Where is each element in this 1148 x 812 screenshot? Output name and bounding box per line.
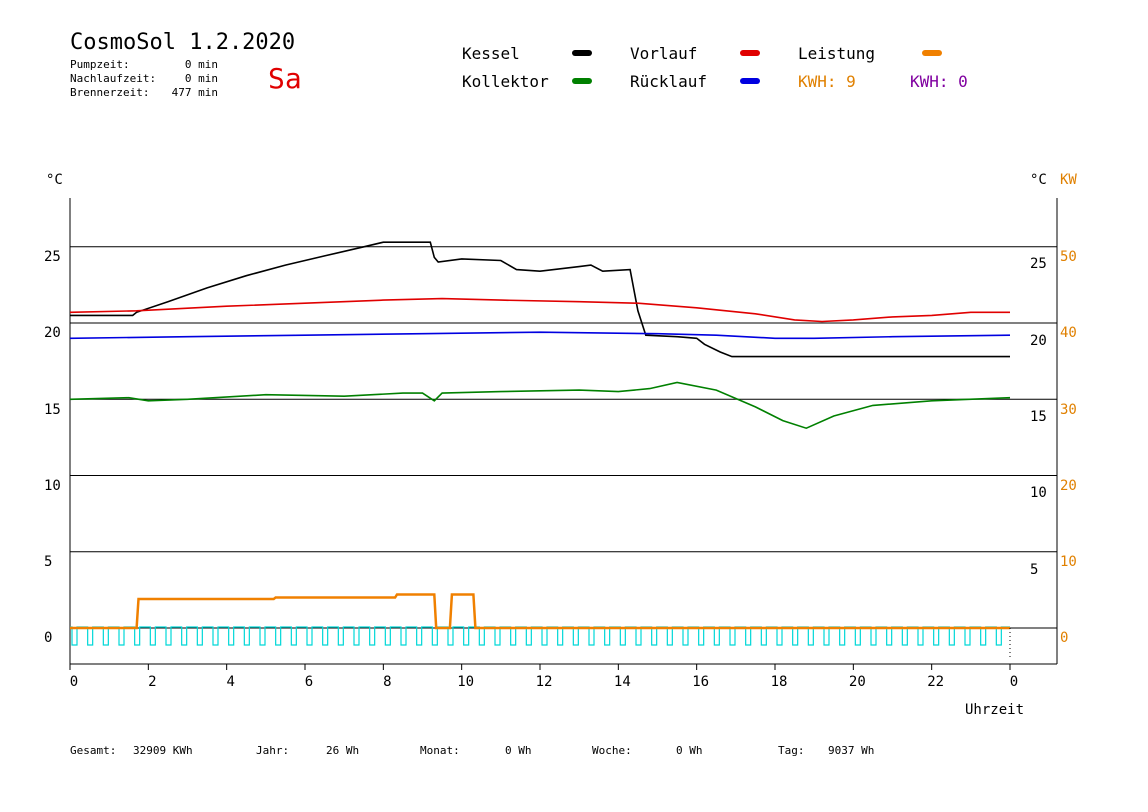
x-tick-label-1: 2 — [148, 674, 156, 690]
x-tick-label-2: 4 — [226, 674, 234, 690]
y-tick-right-kw-20: 20 — [1060, 478, 1077, 494]
legend-vorlauf: Vorlauf — [630, 44, 698, 63]
series-line-kessel — [70, 241, 1010, 358]
legend-ruecklauf: Rücklauf — [630, 72, 708, 91]
y-tick-right-temp-5: 5 — [1030, 562, 1038, 578]
x-tick-label-3: 6 — [305, 674, 313, 690]
legend-ruecklauf-swatch — [740, 78, 760, 84]
footer-jahr-label: Jahr: — [256, 744, 290, 757]
footer-woche-label: Woche: — [592, 744, 632, 757]
x-tick-label-11: 22 — [927, 674, 944, 690]
chart-title: CosmoSol 1.2.2020 — [70, 30, 296, 55]
y-tick-left-0: 0 — [44, 630, 52, 646]
footer-gesamt-value: 32909 KWh — [133, 744, 193, 757]
legend-kollektor: Kollektor — [462, 72, 549, 91]
legend-vorlauf-swatch — [740, 50, 760, 56]
stat-pumpzeit-label: Pumpzeit: — [70, 58, 130, 71]
x-tick-label-6: 12 — [536, 674, 553, 690]
left-axis-unit: °C — [46, 172, 63, 188]
footer-gesamt-label: Gesamt: — [70, 744, 117, 757]
y-tick-right-kw-50: 50 — [1060, 249, 1077, 265]
stat-brennerzeit-label: Brennerzeit: — [70, 86, 150, 99]
series-line-kollektor — [69, 381, 1011, 430]
y-tick-right-kw-0: 0 — [1060, 630, 1068, 646]
legend-kessel: Kessel — [462, 44, 520, 63]
weekday-label: Sa — [268, 62, 302, 95]
y-tick-right-kw-40: 40 — [1060, 325, 1077, 341]
x-tick-label-5: 10 — [457, 674, 474, 690]
y-tick-left-5: 5 — [44, 554, 52, 570]
y-tick-right-kw-30: 30 — [1060, 402, 1077, 418]
legend-kessel-swatch — [572, 50, 592, 56]
y-tick-right-temp-10: 10 — [1030, 485, 1047, 501]
series-line-vorlauf — [69, 297, 1010, 323]
x-tick-label-0: 0 — [70, 674, 78, 690]
legend-kwh-2: KWH: 0 — [910, 72, 968, 91]
series-line-ruecklauf — [69, 331, 1011, 340]
y-tick-right-kw-10: 10 — [1060, 554, 1077, 570]
x-tick-label-7: 14 — [614, 674, 631, 690]
y-tick-left-10: 10 — [44, 478, 61, 494]
footer-monat-label: Monat: — [420, 744, 460, 757]
x-axis-label: Uhrzeit — [965, 702, 1025, 718]
x-tick-label-4: 8 — [383, 674, 391, 690]
x-tick-label-9: 18 — [771, 674, 788, 690]
y-tick-left-25: 25 — [44, 249, 61, 265]
stat-pumpzeit-value: 0 min — [184, 58, 218, 71]
stat-nachlaufzeit-label: Nachlaufzeit: — [70, 72, 157, 85]
y-tick-right-temp-15: 15 — [1030, 409, 1047, 425]
y-tick-left-15: 15 — [44, 402, 61, 418]
right-axis-unit: °C — [1030, 172, 1047, 188]
y-tick-right-temp-25: 25 — [1030, 256, 1047, 272]
footer-monat-value: 0 Wh — [505, 744, 532, 757]
footer-jahr-value: 26 Wh — [326, 744, 360, 757]
footer-tag-label: Tag: — [778, 744, 805, 757]
legend-leistung: Leistung — [798, 44, 876, 63]
legend-leistung-swatch — [922, 50, 942, 56]
legend-kollektor-swatch — [572, 78, 592, 84]
pump-cycle-series — [70, 626, 1010, 646]
y-tick-right-temp-20: 20 — [1030, 333, 1047, 349]
stat-brennerzeit-value: 477 min — [171, 86, 218, 99]
x-tick-label-8: 16 — [692, 674, 709, 690]
legend-kwh-1: KWH: 9 — [798, 72, 856, 91]
footer-woche-value: 0 Wh — [676, 744, 703, 757]
y-tick-left-20: 20 — [44, 325, 61, 341]
x-tick-label-10: 20 — [849, 674, 866, 690]
x-tick-label-12: 0 — [1010, 674, 1018, 690]
stat-nachlaufzeit-value: 0 min — [184, 72, 218, 85]
right-axis-unit-kw: KW — [1060, 172, 1077, 188]
footer-tag-value: 9037 Wh — [828, 744, 875, 757]
series-line-leistung — [70, 593, 1010, 630]
